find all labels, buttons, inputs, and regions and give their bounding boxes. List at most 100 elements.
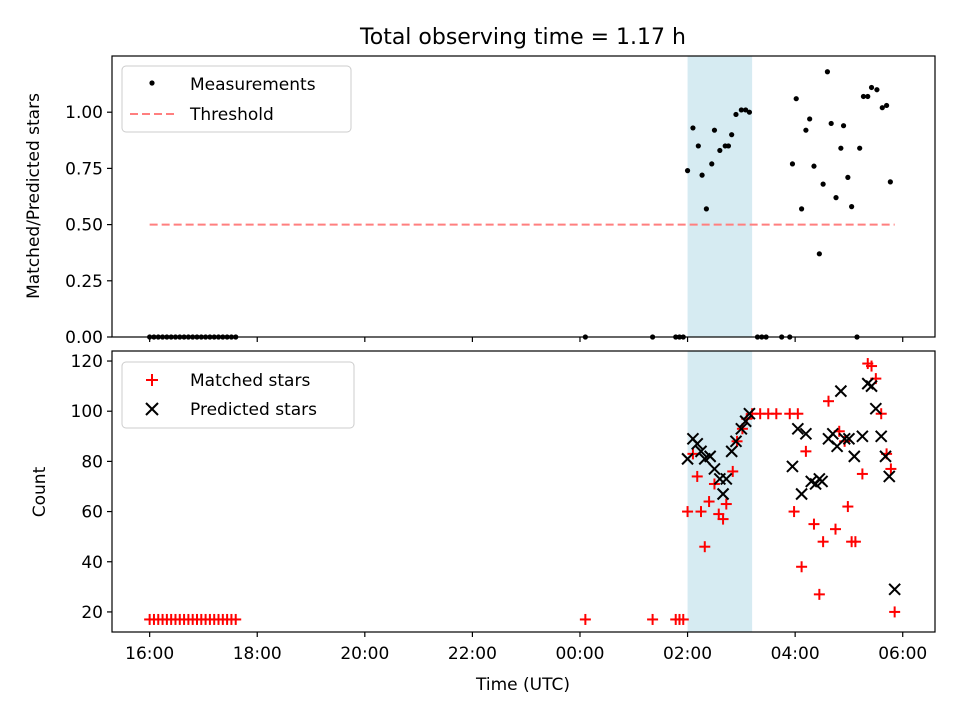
matched-star-point: [677, 613, 689, 625]
x-tick-label: 22:00: [448, 644, 497, 664]
predicted-star-point: [856, 430, 869, 443]
top-marks: [147, 69, 895, 340]
predicted-star-point: [838, 432, 851, 446]
legend-predicted-label: Predicted stars: [190, 400, 317, 420]
matched-star-point: [720, 498, 732, 510]
legend-matched-marker: [146, 374, 158, 386]
matched-star-point: [885, 463, 897, 475]
measurement-point: [711, 127, 718, 133]
matched-star-point: [788, 506, 800, 518]
y-tick-label: 1.00: [65, 103, 103, 123]
measurement-point: [845, 174, 851, 180]
measurement-point: [743, 107, 749, 113]
legend-measurements-marker: [149, 80, 155, 86]
matched-star-point: [703, 496, 715, 508]
predicted-star-point: [799, 427, 813, 441]
matched-star-point: [699, 541, 711, 553]
predicted-star-point: [716, 487, 730, 501]
x-tick-label: 04:00: [771, 644, 820, 664]
x-tick-label: 06:00: [878, 644, 927, 664]
measurement-point: [838, 145, 844, 151]
matched-star-point: [727, 465, 739, 477]
bottom-x-ticks: 16:00 18:00 20:00 22:00 00:00 02:00 04:00 06:00: [125, 632, 927, 664]
bottom-axes-frame: [111, 350, 936, 633]
predicted-star-point: [786, 460, 799, 473]
matched-star-point: [695, 506, 707, 518]
measurement-point: [828, 120, 834, 127]
top-legend: Measurements Threshold: [121, 65, 352, 133]
legend-predicted-marker: [145, 402, 159, 416]
measurement-point: [874, 87, 880, 93]
predicted-star-point: [879, 450, 892, 463]
legend-measurements-label: Measurements: [190, 75, 316, 95]
measurement-point: [857, 145, 863, 151]
measurement-point: [733, 111, 739, 118]
top-x-ticks: [149, 337, 904, 342]
measurement-point: [789, 161, 796, 167]
measurement-point: [833, 195, 839, 201]
matched-star-point: [792, 408, 804, 420]
measurement-point: [798, 206, 805, 212]
predicted-star-point: [743, 407, 756, 420]
matched-star-point: [800, 445, 812, 457]
matched-star-point: [579, 613, 591, 625]
predicted-star-point: [865, 379, 878, 393]
measurement-point: [887, 179, 893, 185]
predicted-star-point: [739, 415, 752, 428]
predicted-star-point: [725, 445, 738, 458]
matched-star-point: [842, 501, 854, 513]
measurement-point: [699, 172, 705, 178]
top-panel: 0.00 0.25 0.50 0.75 1.00 Matched/Predicted s…: [24, 55, 936, 348]
legend-matched-label: Matched stars: [190, 371, 310, 391]
y-tick-label: 40: [81, 553, 103, 573]
predicted-star-point: [848, 450, 861, 463]
predicted-star-point: [735, 422, 748, 435]
measurement-point: [703, 206, 709, 212]
measurement-point: [883, 102, 890, 109]
y-tick-label: 60: [81, 503, 103, 523]
measurement-point: [725, 143, 732, 149]
predicted-star-point: [834, 384, 848, 398]
bottom-panel: 20 40 60 80 100 120 16:00 18:00 20:00 22:00 00:00…: [30, 350, 936, 695]
bottom-legend-box: [121, 361, 355, 429]
measurement-point: [868, 84, 875, 91]
bottom-y-axis-label: Count: [30, 466, 50, 517]
figure-title: Total observing time = 1.17 h: [359, 25, 686, 50]
measurement-point: [811, 163, 817, 169]
matched-star-point: [829, 523, 841, 535]
predicted-star-point: [691, 437, 704, 451]
predicted-star-point: [869, 402, 883, 415]
measurement-point: [709, 161, 715, 167]
matched-star-point: [770, 408, 782, 420]
measurement-point: [684, 168, 691, 174]
measurement-point: [840, 123, 847, 129]
matched-star-point: [889, 606, 901, 618]
measurement-point: [865, 93, 871, 100]
predicted-star-point: [795, 487, 808, 501]
matched-star-point: [647, 613, 659, 625]
measurement-point: [860, 93, 867, 100]
predicted-star-point: [681, 452, 694, 466]
predicted-star-point: [815, 475, 829, 488]
y-tick-label: 0.75: [65, 159, 103, 179]
predicted-star-point: [791, 422, 805, 435]
measurement-point: [820, 181, 826, 187]
bottom-marks: [144, 358, 901, 625]
measurement-point: [849, 204, 855, 210]
matched-star-point: [808, 518, 820, 530]
top-y-axis-label: Matched/Predicted stars: [24, 93, 44, 299]
matched-star-point: [796, 561, 808, 573]
x-tick-label: 02:00: [663, 644, 712, 664]
x-tick-label: 20:00: [340, 644, 389, 664]
measurement-point: [793, 96, 799, 102]
matched-star-point: [813, 588, 825, 600]
measurement-point: [729, 132, 735, 138]
predicted-star-point: [888, 583, 901, 596]
predicted-star-point: [720, 472, 733, 486]
predicted-star-point: [708, 462, 721, 476]
legend-threshold-label: Threshold: [189, 105, 274, 125]
top-y-ticks: 0.00 0.25 0.50 0.75 1.00: [65, 103, 112, 348]
top-legend-box: [121, 65, 352, 133]
y-tick-label: 0.50: [65, 216, 103, 236]
measurement-point: [879, 105, 885, 111]
